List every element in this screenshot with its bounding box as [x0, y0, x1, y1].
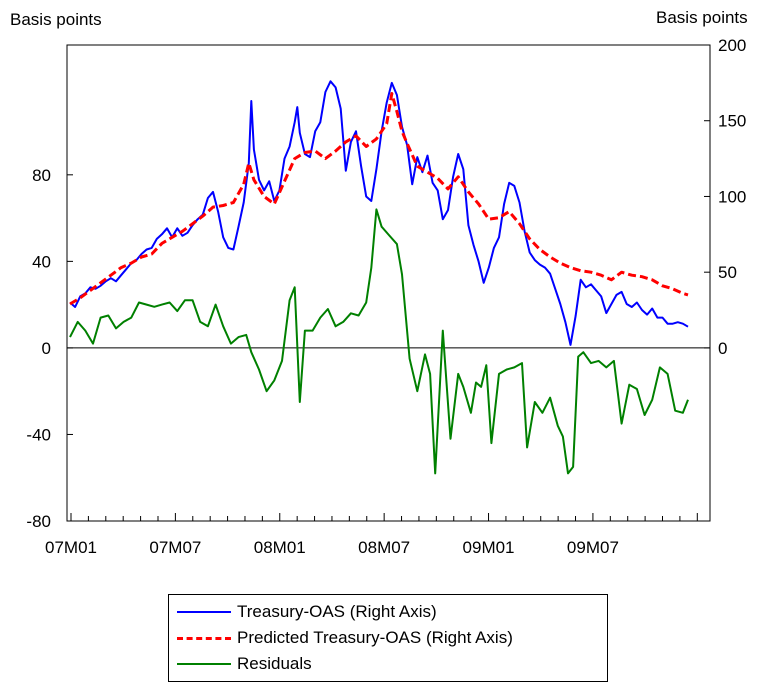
series-line-1	[69, 92, 689, 306]
series-line-2	[69, 208, 689, 475]
left-tick-label: 80	[32, 166, 51, 185]
right-tick-label: 0	[718, 339, 727, 358]
x-tick-label: 09M07	[567, 538, 619, 557]
right-tick-label: 50	[718, 263, 737, 282]
series-lines	[69, 80, 689, 475]
legend-label-treasury-oas: Treasury-OAS (Right Axis)	[237, 602, 437, 621]
left-tick-label: 40	[32, 252, 51, 271]
series-line-0	[69, 80, 689, 346]
right-tick-label: 150	[718, 112, 746, 131]
legend-item-treasury-oas: Treasury-OAS (Right Axis)	[177, 599, 607, 625]
left-tick-label: -80	[26, 512, 51, 531]
left-tick-label: 0	[42, 339, 51, 358]
legend: Treasury-OAS (Right Axis) Predicted Trea…	[168, 594, 608, 682]
right-tick-label: 200	[718, 36, 746, 55]
x-tick-label: 08M01	[254, 538, 306, 557]
chart-canvas: -80 -40 0 40 80 0 50 100 150 200 07M01 07M07 08M01…	[26, 36, 746, 557]
legend-label-predicted-treasury-oas: Predicted Treasury-OAS (Right Axis)	[237, 628, 513, 647]
x-axis: 07M01 07M07 08M01 08M07 09M01 09M07	[45, 513, 698, 557]
legend-swatch-residuals	[177, 663, 231, 665]
x-tick-label: 08M07	[358, 538, 410, 557]
left-tick-label: -40	[26, 425, 51, 444]
legend-swatch-treasury-oas	[177, 611, 231, 613]
right-axis: 0 50 100 150 200	[704, 36, 746, 358]
x-tick-label: 09M01	[463, 538, 515, 557]
right-tick-label: 100	[718, 187, 746, 206]
plot-frame	[66, 44, 711, 522]
left-axis: -80 -40 0 40 80	[26, 166, 73, 531]
x-tick-label: 07M01	[45, 538, 97, 557]
legend-swatch-predicted-treasury-oas	[177, 636, 231, 640]
left-axis-title: Basis points	[10, 10, 102, 29]
legend-item-predicted-treasury-oas: Predicted Treasury-OAS (Right Axis)	[177, 625, 607, 651]
x-tick-label: 07M07	[149, 538, 201, 557]
legend-item-residuals: Residuals	[177, 651, 607, 677]
legend-label-residuals: Residuals	[237, 654, 312, 673]
right-axis-title: Basis points	[656, 8, 748, 27]
